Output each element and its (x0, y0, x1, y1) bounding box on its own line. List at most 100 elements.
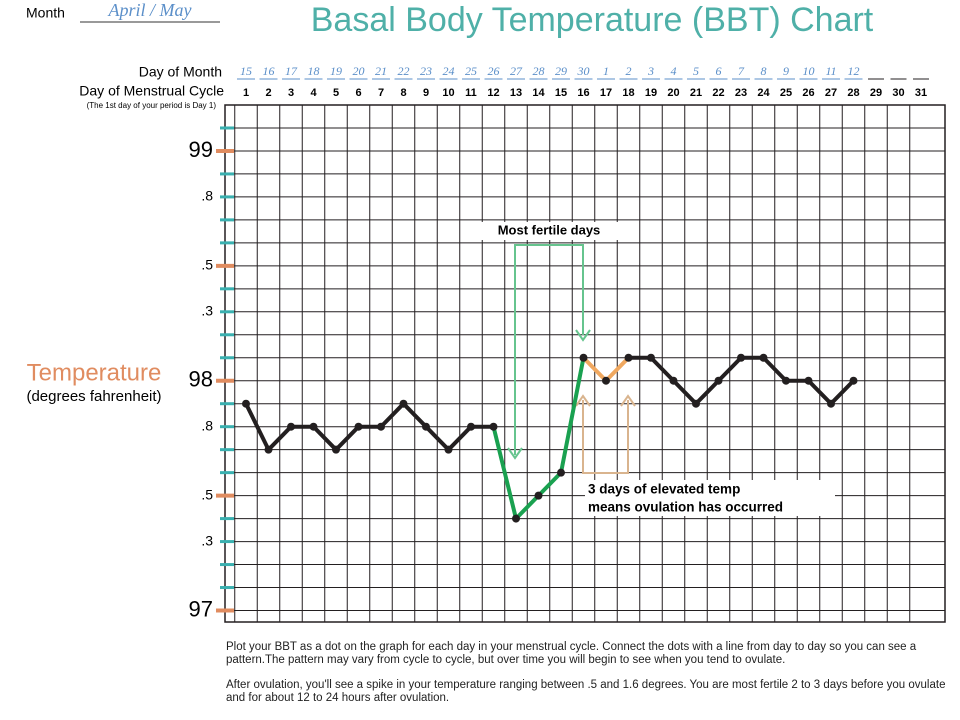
day-of-month: 25 (465, 64, 477, 78)
line-segment (446, 424, 473, 452)
day-of-month: 23 (420, 64, 432, 78)
day-of-month: 26 (488, 64, 500, 78)
x-tick-label: 11 (465, 87, 477, 99)
x-tick-label: 14 (532, 87, 545, 99)
data-point (737, 353, 745, 362)
day-of-month: 27 (510, 64, 523, 78)
day-of-month: 9 (783, 64, 789, 78)
data-point (849, 376, 858, 385)
day-of-month: 28 (533, 64, 545, 78)
day-of-month: 19 (330, 64, 342, 78)
data-point (669, 376, 678, 385)
x-tick-label: 25 (780, 87, 792, 99)
cycle-day-label: Day of Menstrual Cycle (79, 83, 224, 99)
month-value: April / May (108, 0, 192, 20)
y-tick-label: .8 (201, 417, 213, 433)
data-point (759, 353, 768, 362)
day-of-month: 3 (647, 64, 654, 78)
line-segment (716, 355, 743, 383)
y-tick-label: 98 (189, 367, 213, 392)
x-tick-label: 13 (510, 87, 522, 99)
note: Plot your BBT as a dot on the graph for … (226, 641, 917, 666)
y-tick-label: .8 (201, 188, 213, 204)
day-of-month: 10 (803, 64, 815, 78)
x-tick-label: 26 (802, 87, 814, 99)
annotation: 3 days of elevated temp (588, 482, 740, 497)
data-point (624, 353, 633, 362)
day-of-month: 21 (375, 64, 387, 78)
x-tick-label: 4 (310, 87, 317, 99)
line-segment (491, 424, 518, 521)
x-tick-label: 21 (690, 87, 702, 99)
fertile-bracket (507, 244, 591, 460)
day-of-month: 18 (308, 64, 320, 78)
data-point (287, 422, 295, 431)
annotation-bg (585, 480, 835, 516)
line-segment (379, 401, 406, 429)
day-of-month: 20 (353, 64, 365, 78)
day-of-month: 11 (825, 64, 836, 78)
day-of-month-label: Day of Month (139, 64, 222, 80)
y-axis-sublabel: (degrees fahrenheit) (26, 388, 161, 405)
x-tick-label: 23 (735, 87, 747, 99)
line-segment (671, 378, 698, 406)
line-segment (424, 424, 451, 452)
x-tick-label: 19 (645, 87, 657, 99)
x-tick-label: 9 (423, 87, 429, 99)
data-point (309, 422, 318, 431)
y-tick-label: .5 (201, 257, 213, 273)
line-segment (311, 424, 338, 452)
data-point (692, 399, 700, 408)
annotation-bg (478, 222, 620, 240)
data-point (602, 376, 610, 385)
data-point (242, 399, 250, 408)
grid (224, 104, 946, 623)
day-of-month: 17 (285, 64, 298, 78)
data-point (579, 353, 588, 362)
line-segment (829, 378, 856, 406)
x-tick-label: 15 (555, 87, 567, 99)
day-of-month: 22 (398, 64, 410, 78)
x-tick-label: 18 (622, 87, 634, 99)
chart-title: Basal Body Temperature (BBT) Chart (311, 1, 874, 39)
x-tick-label: 10 (442, 87, 454, 99)
x-tick-label: 27 (825, 87, 837, 99)
x-tick-label: 1 (243, 87, 249, 99)
x-tick-label: 20 (667, 87, 679, 99)
day-of-month: 5 (693, 64, 699, 78)
data-point (804, 376, 813, 385)
note: After ovulation, you'll see a spike in y… (226, 679, 946, 704)
day-of-month: 15 (240, 64, 252, 78)
data-point (467, 422, 475, 431)
plot-frame (224, 104, 946, 623)
x-tick-label: 16 (577, 87, 589, 99)
line-segment (806, 378, 833, 406)
annotation: means ovulation has occurred (588, 500, 783, 515)
day-of-month: 6 (716, 64, 722, 78)
data-point (534, 491, 543, 500)
day-of-month: 7 (738, 64, 745, 78)
data-point (489, 422, 498, 431)
data-point (827, 399, 835, 408)
line-segment (604, 355, 631, 383)
line-segment (244, 401, 271, 452)
day-of-month: 29 (555, 64, 567, 78)
day-of-month: 24 (443, 64, 455, 78)
data-point (647, 353, 655, 362)
x-tick-label: 29 (870, 87, 882, 99)
data-point (332, 445, 340, 454)
data-point (782, 376, 790, 385)
x-tick-label: 6 (355, 87, 361, 99)
x-tick-label: 17 (600, 87, 612, 99)
day-of-month: 16 (263, 64, 275, 78)
data-point (557, 468, 565, 477)
x-tick-label: 31 (915, 87, 927, 99)
data-point (512, 514, 520, 523)
cycle-day-note: (The 1st day of your period is Day 1) (87, 101, 217, 110)
x-tick-label: 2 (265, 87, 271, 99)
y-tick-label: .3 (201, 303, 213, 319)
data-point (714, 376, 723, 385)
line-segment (581, 355, 608, 383)
line-segment (649, 355, 676, 383)
x-tick-label: 28 (847, 87, 859, 99)
